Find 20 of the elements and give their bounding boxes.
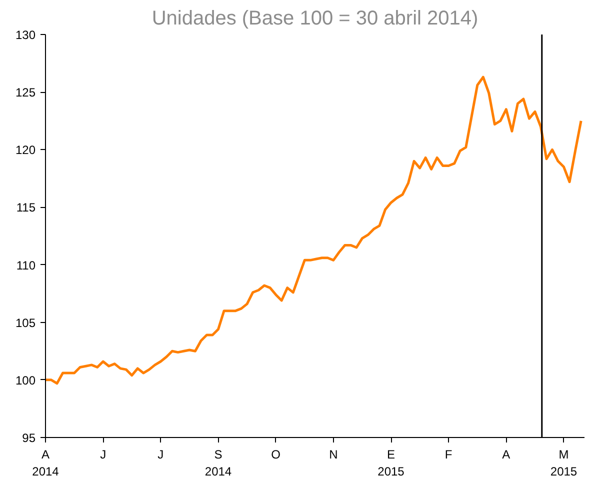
x-tick-label: O (271, 448, 281, 462)
x-tick-label: A 2014 (32, 448, 60, 478)
y-tick-label: 100 (15, 373, 36, 388)
x-tick-label: F (444, 448, 452, 462)
x-tick-label: S 2014 (204, 448, 232, 478)
x-tick-label: A (502, 448, 510, 462)
x-tick-label: E 2015 (378, 448, 405, 478)
y-tick-label: 125 (15, 86, 36, 100)
chart-title: Unidades (Base 100 = 30 abril 2014) (152, 8, 478, 30)
x-tick-label: J (158, 448, 164, 462)
y-tick-label: 120 (15, 143, 36, 158)
x-tick-label: M 2015 (550, 448, 578, 478)
y-tick-label: 110 (16, 258, 36, 272)
y-tick-label: 105 (15, 316, 36, 330)
y-tick-label: 95 (22, 431, 36, 445)
x-tick-label: N (329, 448, 338, 462)
line-series (46, 76, 582, 385)
x-tick-label: J (100, 448, 106, 462)
y-tick-label: 115 (16, 200, 36, 215)
y-tick-label: 130 (15, 28, 36, 42)
